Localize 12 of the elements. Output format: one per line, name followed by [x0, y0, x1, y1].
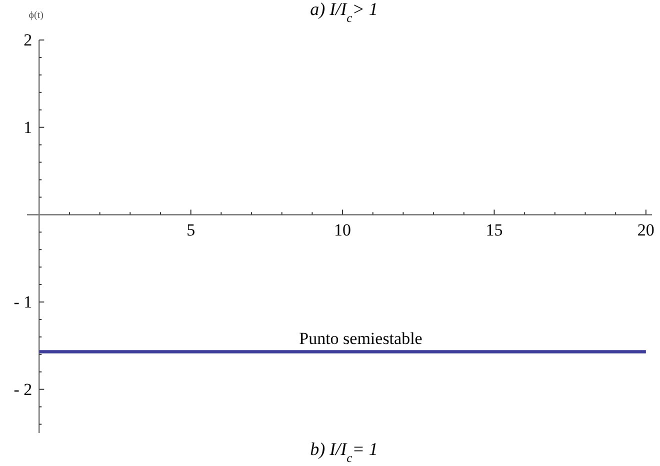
x-tick-label: 20: [637, 220, 654, 240]
text: a) I/I$_{c}$> 1: [310, 0, 378, 25]
x-tick-label: 5: [186, 220, 196, 240]
y-tick-label: 1: [24, 118, 32, 137]
x-tick-label: 15: [486, 220, 503, 240]
x-tick-label: 10: [334, 220, 352, 240]
annotation: Punto semiestable: [299, 328, 422, 348]
text: b) I/I$_{c}$= 1: [310, 439, 378, 465]
y-tick-label: - 1: [14, 292, 32, 312]
y-axis-title: ϕ(t): [28, 10, 44, 21]
y-tick-label: - 2: [14, 380, 32, 399]
y-tick-label: 2: [24, 30, 32, 50]
